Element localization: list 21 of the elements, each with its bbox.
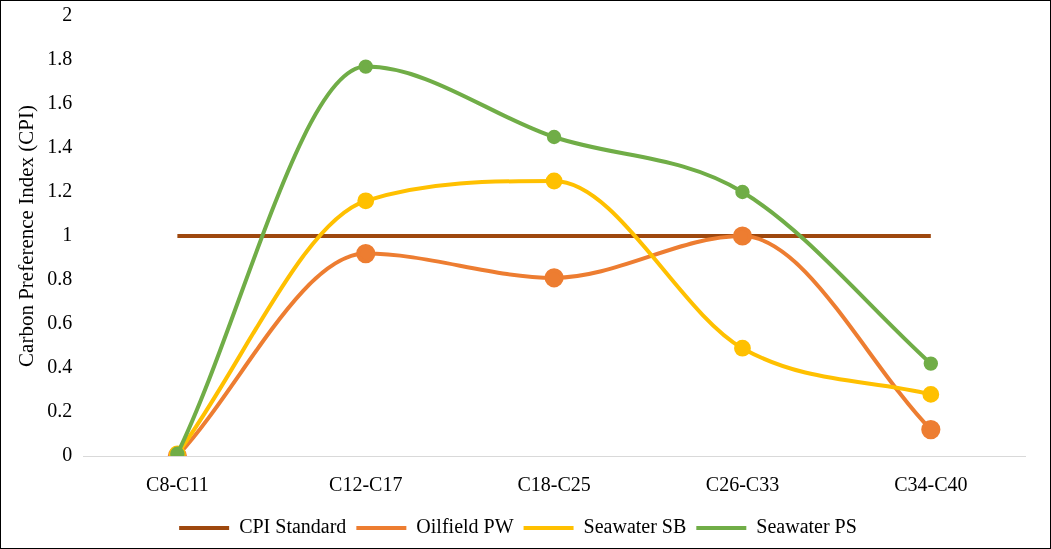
- legend-label: CPI Standard: [239, 515, 347, 538]
- legend-label: Oilfield PW: [416, 515, 514, 538]
- x-tick-label: C12-C17: [329, 473, 403, 496]
- legend-label: Seawater SB: [583, 515, 687, 538]
- y-tick-label: 1.2: [47, 179, 73, 202]
- legend-label: Seawater PS: [756, 515, 857, 538]
- y-tick-label: 1.6: [47, 91, 73, 114]
- y-tick-label: 0.6: [47, 311, 73, 334]
- y-tick-label: 0.8: [47, 267, 73, 290]
- y-tick-label: 1.8: [47, 47, 73, 70]
- y-tick-label: 0.2: [47, 399, 73, 422]
- y-tick-label: 1: [62, 223, 73, 246]
- y-tick-label: 0.4: [47, 355, 73, 378]
- x-tick-label: C34-C40: [894, 473, 968, 496]
- y-axis-title: Carbon Preference Index (CPI): [14, 105, 39, 367]
- x-tick-label: C26-C33: [705, 473, 780, 496]
- y-tick-label: 2: [62, 3, 73, 26]
- x-tick-label: C8-C11: [146, 473, 209, 496]
- y-tick-label: 0: [62, 443, 73, 466]
- x-tick-label: C18-C25: [517, 473, 591, 496]
- y-tick-label: 1.4: [47, 135, 73, 158]
